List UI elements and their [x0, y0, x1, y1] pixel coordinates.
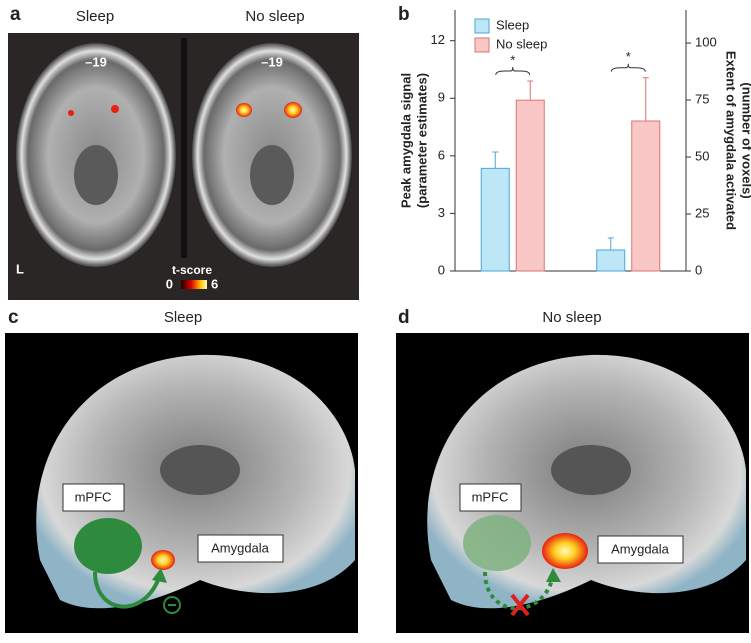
panel-label: c: [8, 307, 19, 328]
colorbar: [181, 280, 207, 289]
y-tick-label: 6: [438, 147, 445, 162]
brainstem: [250, 145, 294, 205]
legend-label: Sleep: [496, 17, 529, 32]
significance-star: *: [626, 49, 631, 64]
colorbar-max: 6: [211, 276, 218, 291]
activation: [68, 110, 74, 116]
activation: [236, 103, 252, 117]
y-tick-label: 0: [438, 262, 445, 277]
y2-axis-label: Extent of amygdala activated: [724, 51, 739, 230]
panel-label: d: [398, 307, 410, 328]
slice-label: –19: [85, 54, 107, 69]
panel-title: No sleep: [542, 309, 601, 326]
arrow-head: [546, 568, 561, 582]
y-tick-label: 9: [438, 90, 445, 105]
colorbar-min: 0: [166, 276, 173, 291]
blocked-icon: [510, 593, 530, 617]
bar: [631, 120, 661, 272]
y2-tick-label: 75: [695, 91, 709, 106]
divider: [181, 38, 187, 258]
panel-title: Sleep: [76, 8, 114, 25]
region-box: [459, 483, 522, 512]
panel-label: b: [398, 4, 410, 25]
mpfc-region: [74, 518, 142, 574]
y2-tick-label: 50: [695, 148, 709, 163]
region-label: mPFC: [75, 489, 112, 504]
colorbar-title: t-score: [172, 263, 212, 277]
y-tick-label: 12: [431, 32, 445, 47]
panel-label: a: [10, 4, 21, 25]
region-box: [62, 483, 125, 512]
ventricle: [160, 445, 240, 495]
y-tick-label: 3: [438, 205, 445, 220]
amygdala-region: [542, 533, 588, 569]
y-axis-label: (parameter estimates): [414, 73, 429, 208]
arrow-head: [152, 568, 167, 583]
significance-bracket: [495, 66, 531, 76]
activation: [111, 105, 119, 113]
legend-label: No sleep: [496, 36, 547, 51]
slice-label: –19: [261, 54, 283, 69]
brainstem: [74, 145, 118, 205]
bar: [480, 167, 510, 272]
side-label: L: [16, 261, 24, 276]
connection-arrow: [93, 571, 162, 609]
region-label: Amygdala: [611, 541, 670, 556]
ventricle: [551, 445, 631, 495]
region-box: [597, 535, 684, 564]
y2-tick-label: 25: [695, 205, 709, 220]
y-axis-label: Peak amygdala signal: [398, 73, 413, 208]
y2-tick-label: 0: [695, 262, 702, 277]
significance-bracket: [610, 63, 646, 72]
y2-axis-label: (number of voxels): [740, 82, 751, 198]
region-label: mPFC: [472, 489, 509, 504]
panel-title: Sleep: [164, 309, 202, 326]
panel-title: No sleep: [245, 8, 304, 25]
amygdala-region: [151, 550, 175, 570]
inhibition-icon: [163, 596, 181, 614]
bar: [596, 249, 626, 272]
y2-tick-label: 100: [695, 34, 717, 49]
legend-swatch: [474, 37, 490, 53]
legend-swatch: [474, 18, 490, 34]
bar: [515, 99, 545, 272]
region-label: Amygdala: [211, 540, 270, 555]
significance-star: *: [510, 52, 515, 67]
activation: [284, 102, 302, 118]
region-box: [197, 534, 284, 563]
mpfc-region: [463, 515, 531, 571]
